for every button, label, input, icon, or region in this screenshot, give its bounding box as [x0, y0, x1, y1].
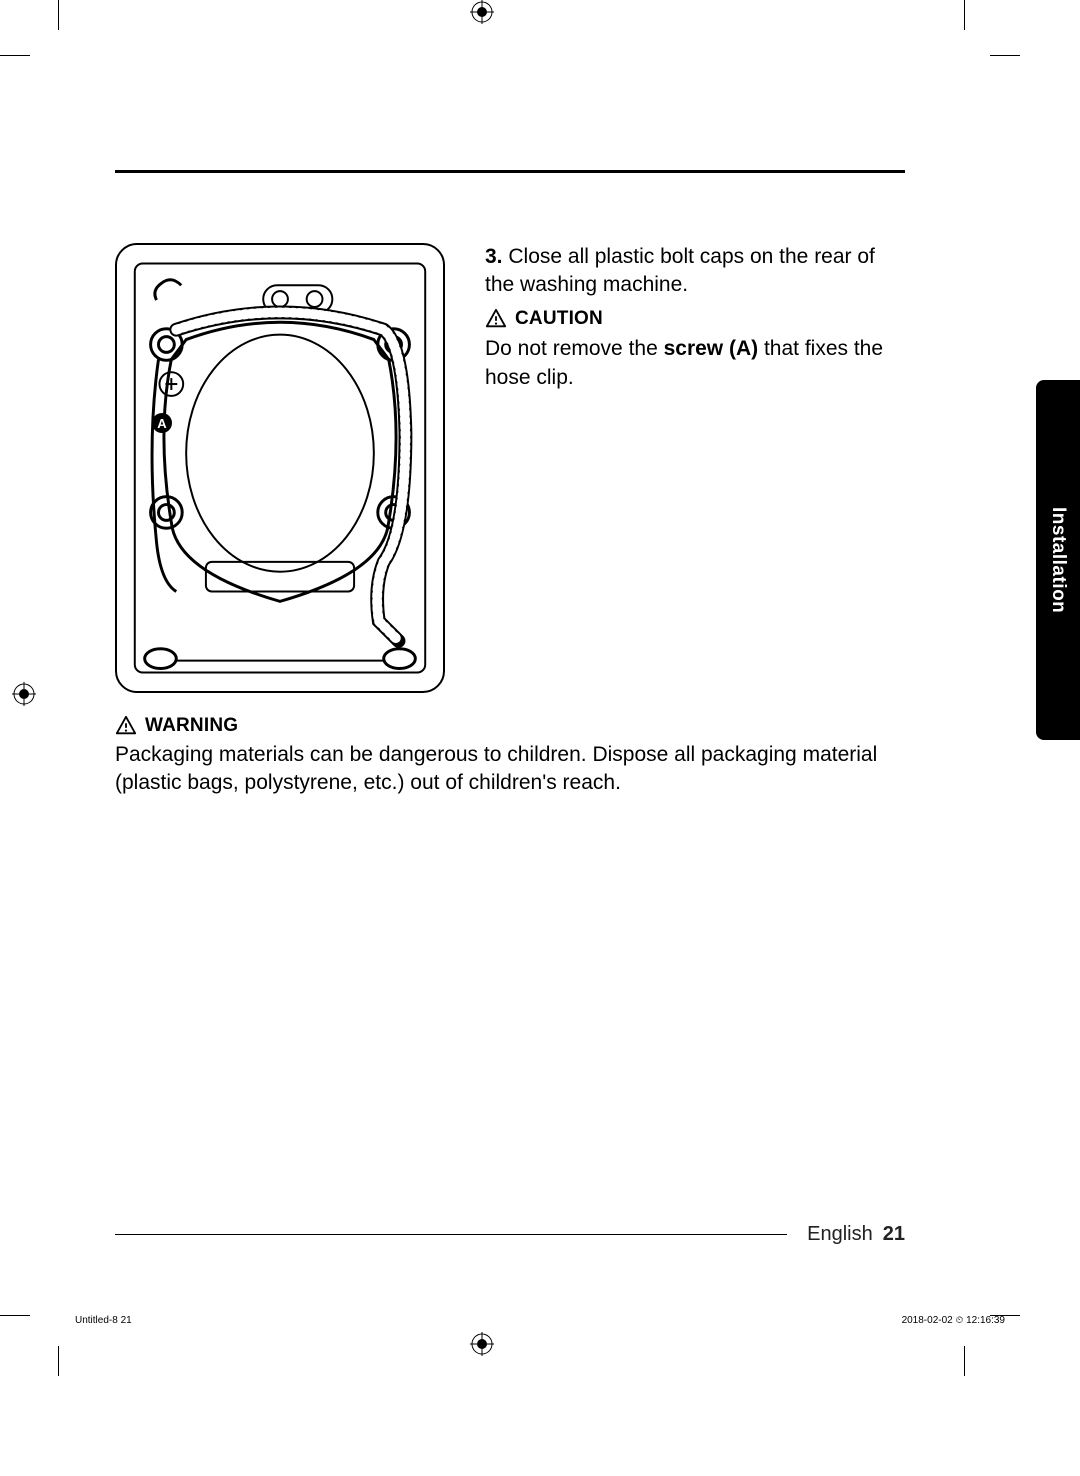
section-tab-label: Installation — [1047, 507, 1069, 613]
callout-label-a: A — [152, 413, 172, 433]
footer-page-number: 21 — [883, 1223, 905, 1246]
warning-triangle-icon — [485, 308, 507, 330]
caution-text: Do not remove the screw (A) that fixes t… — [485, 335, 905, 392]
section-tab-installation: Installation — [1036, 380, 1080, 740]
top-rule — [115, 170, 905, 173]
caution-header: CAUTION — [485, 306, 905, 332]
warning-text: Packaging materials can be dangerous to … — [115, 741, 905, 798]
footer-language: English — [807, 1223, 873, 1246]
registration-mark-bottom — [470, 1332, 494, 1356]
page-content: A 3. Close all plastic bolt caps on the … — [115, 170, 905, 798]
registration-mark-left — [12, 682, 36, 706]
warning-label: WARNING — [145, 715, 238, 737]
step-number: 3. — [485, 245, 503, 268]
instruction-step-3: 3. Close all plastic bolt caps on the re… — [485, 243, 905, 300]
caution-bold: screw (A) — [664, 337, 759, 360]
warning-triangle-icon — [115, 715, 137, 737]
caution-prefix: Do not remove the — [485, 337, 664, 360]
page-footer: English 21 — [115, 1223, 905, 1246]
print-meta-filename: Untitled-8 21 — [75, 1315, 132, 1326]
footer-rule — [115, 1234, 787, 1235]
washing-machine-rear-illustration: A — [115, 243, 445, 693]
print-meta-timestamp: 2018-02-02 ⏲ 12:16:39 — [902, 1315, 1005, 1326]
step-text: Close all plastic bolt caps on the rear … — [485, 245, 875, 296]
registration-mark-top — [470, 0, 494, 24]
caution-label: CAUTION — [515, 306, 603, 332]
warning-header: WARNING — [115, 715, 905, 737]
